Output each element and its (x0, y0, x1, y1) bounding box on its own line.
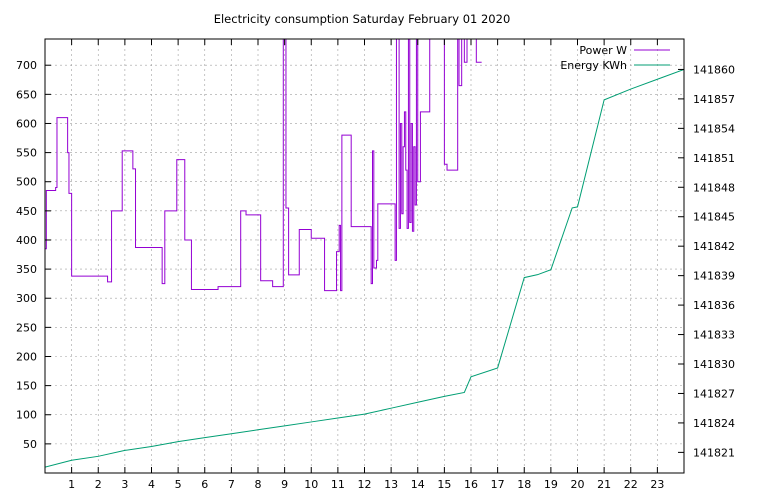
x-tick-label: 22 (624, 478, 638, 491)
x-tick-label: 23 (650, 478, 664, 491)
y2-tick-label: 141836 (693, 299, 735, 312)
series-layer (45, 39, 684, 468)
chart-title: Electricity consumption Saturday Februar… (214, 12, 511, 26)
y-tick-label: 550 (16, 147, 37, 160)
x-tick-label: 7 (228, 478, 235, 491)
y-tick-label: 500 (16, 176, 37, 189)
x-tick-label: 9 (281, 478, 288, 491)
x-tick-label: 2 (95, 478, 102, 491)
y-tick-label: 400 (16, 234, 37, 247)
x-tick-label: 10 (304, 478, 318, 491)
x-tick-label: 17 (491, 478, 505, 491)
x-tick-label: 20 (571, 478, 585, 491)
x-tick-label: 4 (148, 478, 155, 491)
power-w-legend-label: Power W (579, 44, 627, 57)
grid (45, 39, 684, 473)
x-tick-label: 19 (544, 478, 558, 491)
power-w-series-line (45, 39, 482, 292)
y2-tick-label: 141851 (693, 152, 735, 165)
x-tick-label: 14 (411, 478, 425, 491)
x-tick-label: 6 (201, 478, 208, 491)
y-tick-label: 600 (16, 117, 37, 130)
y-tick-label: 200 (16, 350, 37, 363)
x-tick-label: 8 (255, 478, 262, 491)
x-tick-label: 1 (68, 478, 75, 491)
y2-tick-label: 141848 (693, 181, 735, 194)
energy-kwh-series-line (45, 68, 684, 468)
y-tick-label: 650 (16, 88, 37, 101)
y-tick-label: 700 (16, 59, 37, 72)
x-tick-label: 13 (384, 478, 398, 491)
x-tick-label: 3 (121, 478, 128, 491)
y-tick-label: 150 (16, 380, 37, 393)
y2-tick-label: 141842 (693, 240, 735, 253)
y2-tick-label: 141821 (693, 446, 735, 459)
x-tick-label: 18 (517, 478, 531, 491)
x-tick-label: 16 (464, 478, 478, 491)
y-tick-label: 300 (16, 292, 37, 305)
y-tick-label: 100 (16, 409, 37, 422)
y2-tick-label: 141854 (693, 122, 735, 135)
x-tick-label: 12 (358, 478, 372, 491)
x-tick-label: 11 (331, 478, 345, 491)
y2-tick-label: 141827 (693, 387, 735, 400)
y2-tick-label: 141839 (693, 270, 735, 283)
y-tick-label: 450 (16, 205, 37, 218)
y2-tick-label: 141833 (693, 329, 735, 342)
y2-tick-label: 141824 (693, 417, 735, 430)
y2-tick-label: 141830 (693, 358, 735, 371)
y2-tick-label: 141857 (693, 93, 735, 106)
ticks: 1 2 3 4 5 6 7 8 9 10 11 12 13 14 15 16 17 18 19 20 21 22 23501… (16, 39, 735, 491)
x-tick-label: 15 (437, 478, 451, 491)
y2-tick-label: 141845 (693, 211, 735, 224)
energy-kwh-legend-label: Energy KWh (560, 59, 627, 72)
y-tick-label: 350 (16, 263, 37, 276)
legend: Power W Energy KWh (560, 44, 670, 72)
y2-tick-label: 141860 (693, 63, 735, 76)
y-tick-label: 250 (16, 321, 37, 334)
x-tick-label: 5 (175, 478, 182, 491)
y-tick-label: 50 (23, 438, 37, 451)
x-tick-label: 21 (597, 478, 611, 491)
